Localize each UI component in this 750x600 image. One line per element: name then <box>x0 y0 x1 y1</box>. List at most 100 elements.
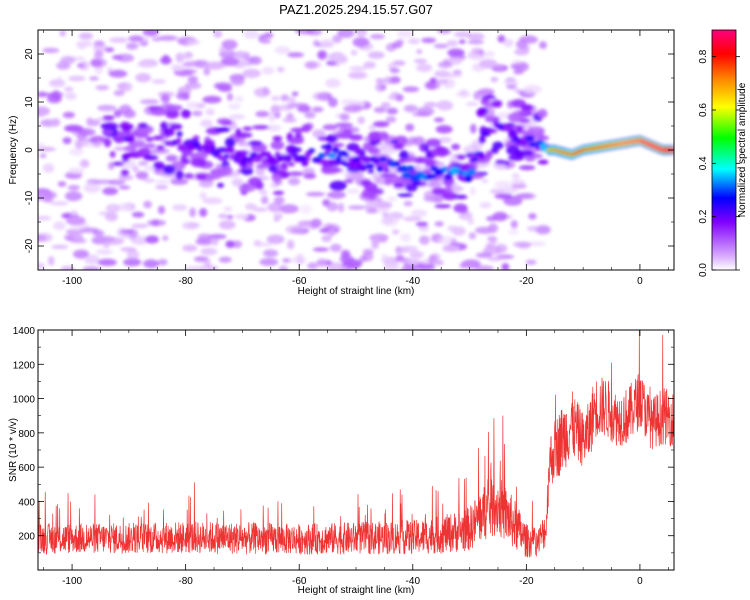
spectrogram-noise-blob <box>409 250 424 259</box>
spectrogram-noise-blob <box>79 60 90 71</box>
spectrogram-signal-blob <box>425 138 441 148</box>
spectrogram-signal-blob <box>425 150 433 159</box>
spectrogram-noise-blob <box>64 92 77 100</box>
spectrogram-noise-blob <box>200 119 213 128</box>
spectrogram-noise-blob <box>96 235 116 243</box>
spectrogram-noise-blob <box>303 173 317 180</box>
spectrogram-noise-blob <box>191 110 203 117</box>
spectrogram-noise-blob <box>42 163 55 174</box>
colorbar-tick-label: 0.8 <box>698 49 709 63</box>
spectrogram-noise-blob <box>270 104 281 114</box>
spectrogram-noise-blob <box>155 185 169 190</box>
spectrogram-signal-blob <box>121 153 130 163</box>
spectrogram-noise-blob <box>365 208 377 214</box>
spectrogram-noise-blob <box>261 66 275 75</box>
spectrogram-noise-blob <box>223 206 233 212</box>
spectrogram-noise-blob <box>392 60 406 66</box>
spectrogram-noise-blob <box>461 259 481 269</box>
spectrogram-noise-blob <box>259 39 272 44</box>
spectrogram-signal-blob <box>424 158 436 168</box>
spectrogram-ridge-blob <box>443 174 453 181</box>
spectrogram-noise-blob <box>523 84 542 94</box>
spectrogram-noise-blob <box>474 265 494 270</box>
spectrogram-noise-blob <box>326 202 339 212</box>
spectrogram-noise-blob <box>199 208 208 217</box>
spectrogram-signal-blob <box>235 132 253 138</box>
spectrogram-signal-blob <box>399 150 409 160</box>
spectrogram-noise-blob <box>312 247 330 252</box>
spectrogram-noise-blob <box>102 187 119 196</box>
spectrogram-noise-blob <box>467 217 475 225</box>
spectrogram-noise-blob <box>397 30 413 38</box>
spectrogram-ridge-blob <box>473 151 484 156</box>
spectrogram-noise-blob <box>282 118 298 123</box>
spectrogram-noise-blob <box>352 37 370 48</box>
colorbar: 0.0 0.2 0.4 0.6 0.8 Normalized spectral ampl… <box>698 29 748 277</box>
spectrogram-signal-blob <box>491 99 503 108</box>
spectrogram-noise-blob <box>410 209 427 218</box>
spectrogram-noise-blob <box>311 106 324 113</box>
spectrogram-signal-blob <box>175 170 184 180</box>
spectrogram-noise-blob <box>424 81 441 90</box>
spectrogram-noise-blob <box>483 51 496 57</box>
spectrogram-noise-blob <box>437 30 452 34</box>
spectrogram-noise-blob <box>78 32 94 40</box>
spectrogram-noise-blob <box>179 39 186 45</box>
spectrogram-signal-blob <box>190 158 207 168</box>
spectrogram-noise-blob <box>38 215 52 221</box>
spectrogram-noise-blob <box>467 40 485 45</box>
spectrogram-noise-blob <box>443 73 463 78</box>
spectrogram-signal-blob <box>442 192 458 201</box>
spectrogram-noise-blob <box>59 30 66 37</box>
spectrogram-noise-blob <box>77 128 96 137</box>
spectrogram-signal-blob <box>137 147 151 157</box>
spectrogram-signal-blob <box>423 168 431 175</box>
spectrogram-noise-blob <box>271 95 281 101</box>
spectrogram-noise-blob <box>437 61 453 69</box>
spectrogram-signal-blob <box>519 165 536 171</box>
spectrogram-noise-blob <box>412 112 431 117</box>
spectrogram-noise-blob <box>113 146 127 151</box>
spectrogram-noise-blob <box>112 54 123 60</box>
spectrogram-ridge-blob <box>472 156 479 162</box>
spectrogram-noise-blob <box>258 189 268 195</box>
spectrogram-noise-blob <box>494 180 512 189</box>
spectrogram-noise-blob <box>372 121 390 128</box>
spectrogram-noise-blob <box>118 185 131 190</box>
spectrogram-noise-blob <box>218 213 228 219</box>
spectrogram-noise-blob <box>69 148 84 156</box>
spectrogram-x-tick-label: -40 <box>406 276 421 287</box>
spectrogram-noise-blob <box>304 61 318 69</box>
spectrogram-noise-blob <box>313 39 320 47</box>
spectrogram-noise-blob <box>298 105 312 113</box>
spectrogram-noise-blob <box>282 258 292 263</box>
spectrogram-signal-blob <box>537 108 548 119</box>
spectrogram-noise-blob <box>231 178 244 187</box>
spectrogram-ridge-blob <box>406 165 415 172</box>
spectrogram-noise-blob <box>507 228 520 236</box>
spectrogram-noise-blob <box>439 136 452 144</box>
spectrogram-signal-blob <box>321 166 336 175</box>
spectrogram-noise-blob <box>347 205 366 210</box>
snr-x-tick-label: -60 <box>292 576 307 587</box>
spectrogram-signal-blob <box>135 132 149 139</box>
spectrogram-noise-blob <box>392 229 400 235</box>
spectrogram-ridge-blob <box>308 148 316 154</box>
spectrogram-signal-blob <box>519 109 530 116</box>
spectrogram-noise-blob <box>200 247 218 256</box>
spectrogram-noise-blob <box>299 204 313 215</box>
spectrogram-noise-blob <box>38 234 47 242</box>
spectrogram-noise-blob <box>433 79 449 84</box>
spectrogram-noise-blob <box>465 101 479 107</box>
spectrogram-noise-blob <box>126 42 139 50</box>
spectrogram-x-tick-label: 0 <box>637 276 643 287</box>
spectrogram-noise-blob <box>202 197 223 205</box>
spectrogram-noise-blob <box>510 63 524 70</box>
spectrogram-noise-blob <box>150 148 170 154</box>
spectrogram-signal-blob <box>486 94 494 99</box>
spectrogram-signal-blob <box>145 136 154 142</box>
spectrogram-signal-blob <box>326 134 338 144</box>
spectrogram-y-tick-label: 10 <box>24 96 35 108</box>
spectrogram-noise-blob <box>132 165 139 173</box>
